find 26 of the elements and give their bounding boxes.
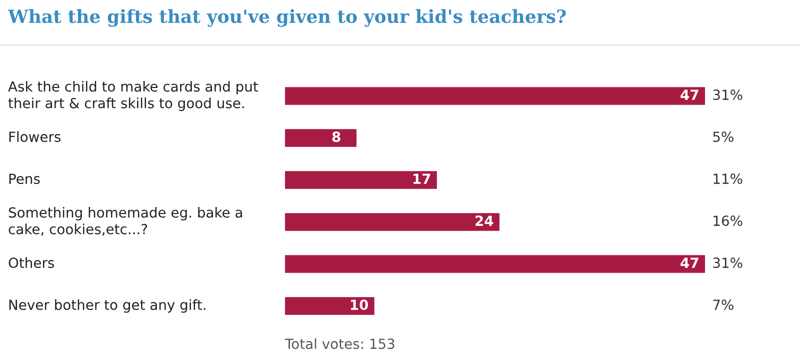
bar [285,87,705,105]
data-label: 10 [350,300,368,310]
bar [285,129,356,147]
bar [285,171,437,189]
text: 11% [714,174,742,184]
y-tick-label: Ask the child to make cards and put their art & craft skills to good use. [8,80,258,112]
bar [285,255,705,273]
data-label: 47 [680,90,698,100]
y-tick-label: Others [8,257,54,268]
text: Total votes: 153 [284,338,394,350]
text: 31% [713,258,742,268]
data-label: 8 [332,132,340,142]
chart-title: What the gifts that you've given to your kid's teachers? [8,9,566,27]
y-tick-label: Something homemade eg. bake a cake, cookies,etc...? [8,206,242,236]
data-label: 24 [476,216,494,226]
text: 7% [713,300,734,310]
y-tick-label: Flowers [9,131,61,142]
y-tick-label: Pens [9,174,40,184]
data-label: 47 [680,258,698,268]
text: 16% [714,216,742,226]
bar [285,213,500,231]
y-tick-label: Never bother to get any gift. [9,299,206,313]
text: 31% [713,90,742,100]
data-label: 17 [413,174,430,184]
text: 5% [713,132,734,142]
bar [285,297,374,315]
